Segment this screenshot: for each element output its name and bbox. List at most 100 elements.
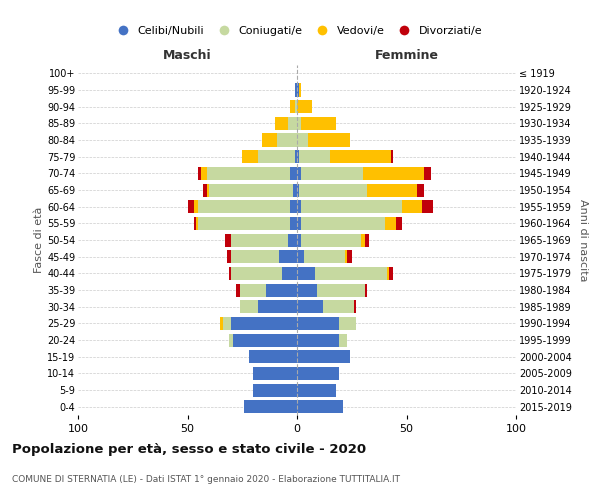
Bar	[402, 200, 422, 213]
Bar	[295, 84, 297, 96]
Bar	[253, 367, 297, 380]
Bar	[199, 200, 290, 213]
Bar	[244, 400, 297, 413]
Bar	[299, 184, 367, 196]
Bar	[323, 300, 354, 313]
Bar	[297, 267, 314, 280]
Bar	[297, 284, 317, 296]
Bar	[257, 150, 295, 163]
Y-axis label: Anni di nascita: Anni di nascita	[578, 198, 589, 281]
Bar	[367, 184, 418, 196]
Bar	[281, 267, 297, 280]
Bar	[229, 334, 233, 346]
Bar	[297, 234, 301, 246]
Bar	[338, 334, 347, 346]
Bar	[297, 334, 338, 346]
Bar	[229, 267, 232, 280]
Bar	[301, 117, 337, 130]
Bar	[199, 217, 290, 230]
Bar	[207, 184, 209, 196]
Bar	[301, 200, 402, 213]
Bar	[266, 284, 297, 296]
Bar	[297, 100, 313, 113]
Bar	[225, 234, 232, 246]
Bar	[293, 184, 297, 196]
Bar	[194, 200, 199, 213]
Bar	[288, 117, 297, 130]
Bar	[301, 217, 385, 230]
Bar	[317, 284, 365, 296]
Bar	[338, 317, 356, 330]
Bar	[304, 250, 345, 263]
Bar	[295, 100, 297, 113]
Bar	[280, 250, 297, 263]
Bar	[297, 184, 299, 196]
Bar	[299, 150, 330, 163]
Bar	[295, 150, 297, 163]
Bar	[297, 317, 338, 330]
Bar	[209, 184, 293, 196]
Bar	[422, 200, 433, 213]
Legend: Celibi/Nubili, Coniugati/e, Vedovi/e, Divorziati/e: Celibi/Nubili, Coniugati/e, Vedovi/e, Di…	[107, 22, 487, 40]
Bar	[347, 250, 352, 263]
Bar	[257, 300, 297, 313]
Bar	[330, 150, 391, 163]
Bar	[391, 150, 394, 163]
Bar	[232, 234, 288, 246]
Bar	[301, 167, 362, 180]
Bar	[277, 134, 297, 146]
Bar	[389, 267, 394, 280]
Y-axis label: Fasce di età: Fasce di età	[34, 207, 44, 273]
Bar	[395, 217, 402, 230]
Bar	[262, 134, 277, 146]
Bar	[387, 267, 389, 280]
Bar	[236, 284, 240, 296]
Bar	[240, 284, 266, 296]
Bar	[290, 217, 297, 230]
Text: COMUNE DI STERNATIA (LE) - Dati ISTAT 1° gennaio 2020 - Elaborazione TUTTITALIA.: COMUNE DI STERNATIA (LE) - Dati ISTAT 1°…	[12, 476, 400, 484]
Bar	[290, 100, 295, 113]
Bar	[297, 300, 323, 313]
Bar	[345, 250, 347, 263]
Text: Popolazione per età, sesso e stato civile - 2020: Popolazione per età, sesso e stato civil…	[12, 442, 366, 456]
Bar	[365, 234, 369, 246]
Bar	[249, 350, 297, 363]
Bar	[290, 167, 297, 180]
Bar	[297, 217, 301, 230]
Bar	[365, 284, 367, 296]
Bar	[297, 367, 338, 380]
Bar	[187, 200, 194, 213]
Bar	[242, 150, 257, 163]
Bar	[424, 167, 431, 180]
Bar	[232, 250, 280, 263]
Bar	[361, 234, 365, 246]
Bar	[418, 184, 424, 196]
Text: Femmine: Femmine	[374, 48, 439, 62]
Bar	[200, 167, 207, 180]
Bar	[288, 234, 297, 246]
Bar	[297, 200, 301, 213]
Bar	[297, 384, 337, 396]
Text: Maschi: Maschi	[163, 48, 212, 62]
Bar	[308, 134, 350, 146]
Bar	[203, 184, 207, 196]
Bar	[240, 300, 257, 313]
Bar	[232, 267, 281, 280]
Bar	[290, 200, 297, 213]
Bar	[194, 217, 196, 230]
Bar	[207, 167, 290, 180]
Bar	[297, 150, 299, 163]
Bar	[314, 267, 387, 280]
Bar	[299, 84, 301, 96]
Bar	[223, 317, 232, 330]
Bar	[232, 317, 297, 330]
Bar	[354, 300, 356, 313]
Bar	[297, 117, 301, 130]
Bar	[385, 217, 395, 230]
Bar	[297, 134, 308, 146]
Bar	[220, 317, 223, 330]
Bar	[253, 384, 297, 396]
Bar	[297, 350, 350, 363]
Bar	[297, 400, 343, 413]
Bar	[297, 167, 301, 180]
